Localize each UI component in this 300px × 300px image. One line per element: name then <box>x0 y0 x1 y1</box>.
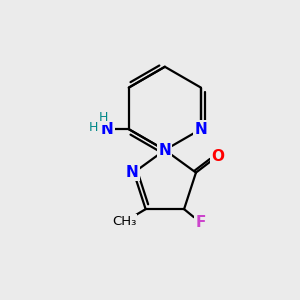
Text: N: N <box>158 142 171 158</box>
Text: O: O <box>211 149 224 164</box>
Text: N: N <box>126 165 139 180</box>
Text: N: N <box>194 122 207 137</box>
Text: H: H <box>99 111 108 124</box>
Text: H: H <box>89 121 98 134</box>
Text: F: F <box>195 215 206 230</box>
Text: CH₃: CH₃ <box>112 215 136 228</box>
Text: N: N <box>101 122 114 137</box>
